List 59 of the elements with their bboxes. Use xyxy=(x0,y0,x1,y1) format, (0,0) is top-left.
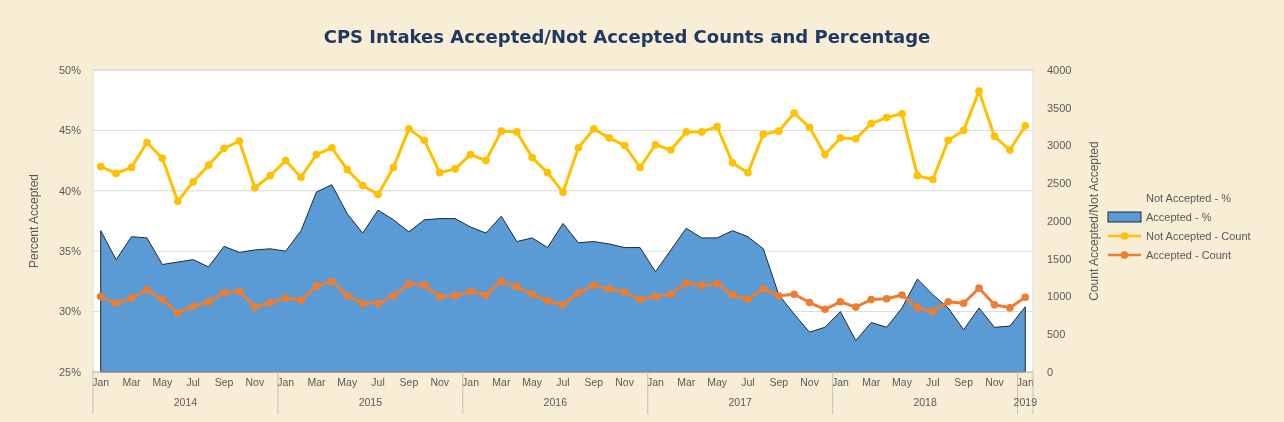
text: 2014 xyxy=(173,396,198,408)
y-tick-label: 40% xyxy=(58,184,82,197)
y2-tick-label: 2000 xyxy=(1047,214,1072,227)
x-tick-label: Mar xyxy=(677,376,696,388)
y2-axis-title: Count Accepted/Not Accepted xyxy=(1087,141,1101,301)
x-tick-label: Jul xyxy=(926,376,940,388)
x-tick-label: Jan xyxy=(92,376,110,388)
x-tick-label: Mar xyxy=(122,376,142,388)
y-tick-label: 30% xyxy=(58,305,82,318)
legend-label: Accepted - % xyxy=(1146,210,1212,223)
y2-tick-label: 1000 xyxy=(1047,290,1072,303)
x-tick-label: Mar xyxy=(307,376,326,388)
x-tick-label: May xyxy=(337,376,358,388)
text: 2016 xyxy=(543,396,568,408)
x-tick-label: Jan xyxy=(1016,376,1034,388)
text: 2019 xyxy=(1013,396,1038,408)
x-tick-label: Sep xyxy=(399,376,419,388)
x-tick-label: May xyxy=(707,376,728,388)
legend-label: Not Accepted - Count xyxy=(1146,229,1251,242)
legend-label: Accepted - Count xyxy=(1146,248,1231,261)
x-tick-label: Nov xyxy=(245,376,265,388)
text: 2017 xyxy=(728,396,753,408)
chart-title: CPS Intakes Accepted/Not Accepted Counts and Percentage xyxy=(323,26,931,47)
y2-tick-label: 4000 xyxy=(1047,63,1072,76)
y2-tick-label: 1500 xyxy=(1047,252,1072,265)
y-tick-label: 50% xyxy=(58,63,82,76)
y2-tick-label: 0 xyxy=(1047,365,1054,378)
x-tick-label: Jul xyxy=(556,376,570,388)
x-tick-label: Jan xyxy=(831,376,849,388)
y-tick-label: 25% xyxy=(58,365,82,378)
x-tick-label: Jan xyxy=(462,376,480,388)
x-tick-label: Mar xyxy=(492,376,511,388)
text: Not Accepted - % xyxy=(1146,191,1232,204)
x-tick-label: Sep xyxy=(214,376,234,388)
text: 2015 xyxy=(358,396,383,408)
x-tick-label: Jul xyxy=(741,376,755,388)
y2-tick-label: 500 xyxy=(1047,328,1066,341)
y-tick-label: 35% xyxy=(58,245,82,258)
x-tick-label: Jul xyxy=(371,376,385,388)
x-tick-label: Jan xyxy=(277,376,295,388)
y-tick-label: 45% xyxy=(58,124,82,137)
y-axis-title: Percent Accepted xyxy=(27,173,41,269)
x-tick-label: Sep xyxy=(769,376,789,388)
x-tick-label: May xyxy=(522,376,543,388)
x-tick-label: Sep xyxy=(584,376,604,388)
y2-tick-label: 3500 xyxy=(1047,101,1072,114)
y2-tick-label: 3000 xyxy=(1047,139,1072,152)
x-tick-label: Mar xyxy=(862,376,881,388)
x-tick-label: Nov xyxy=(430,376,450,388)
y2-tick-label: 2500 xyxy=(1047,177,1072,190)
x-tick-label: Jan xyxy=(646,376,665,388)
x-tick-label: May xyxy=(892,376,913,388)
x-tick-label: Nov xyxy=(800,376,820,388)
x-tick-label: Nov xyxy=(615,376,635,388)
text: 2018 xyxy=(913,396,937,408)
x-tick-label: Nov xyxy=(985,376,1005,388)
x-tick-label: May xyxy=(152,376,174,388)
x-tick-label: Sep xyxy=(954,376,974,388)
x-tick-label: Jul xyxy=(186,376,200,388)
